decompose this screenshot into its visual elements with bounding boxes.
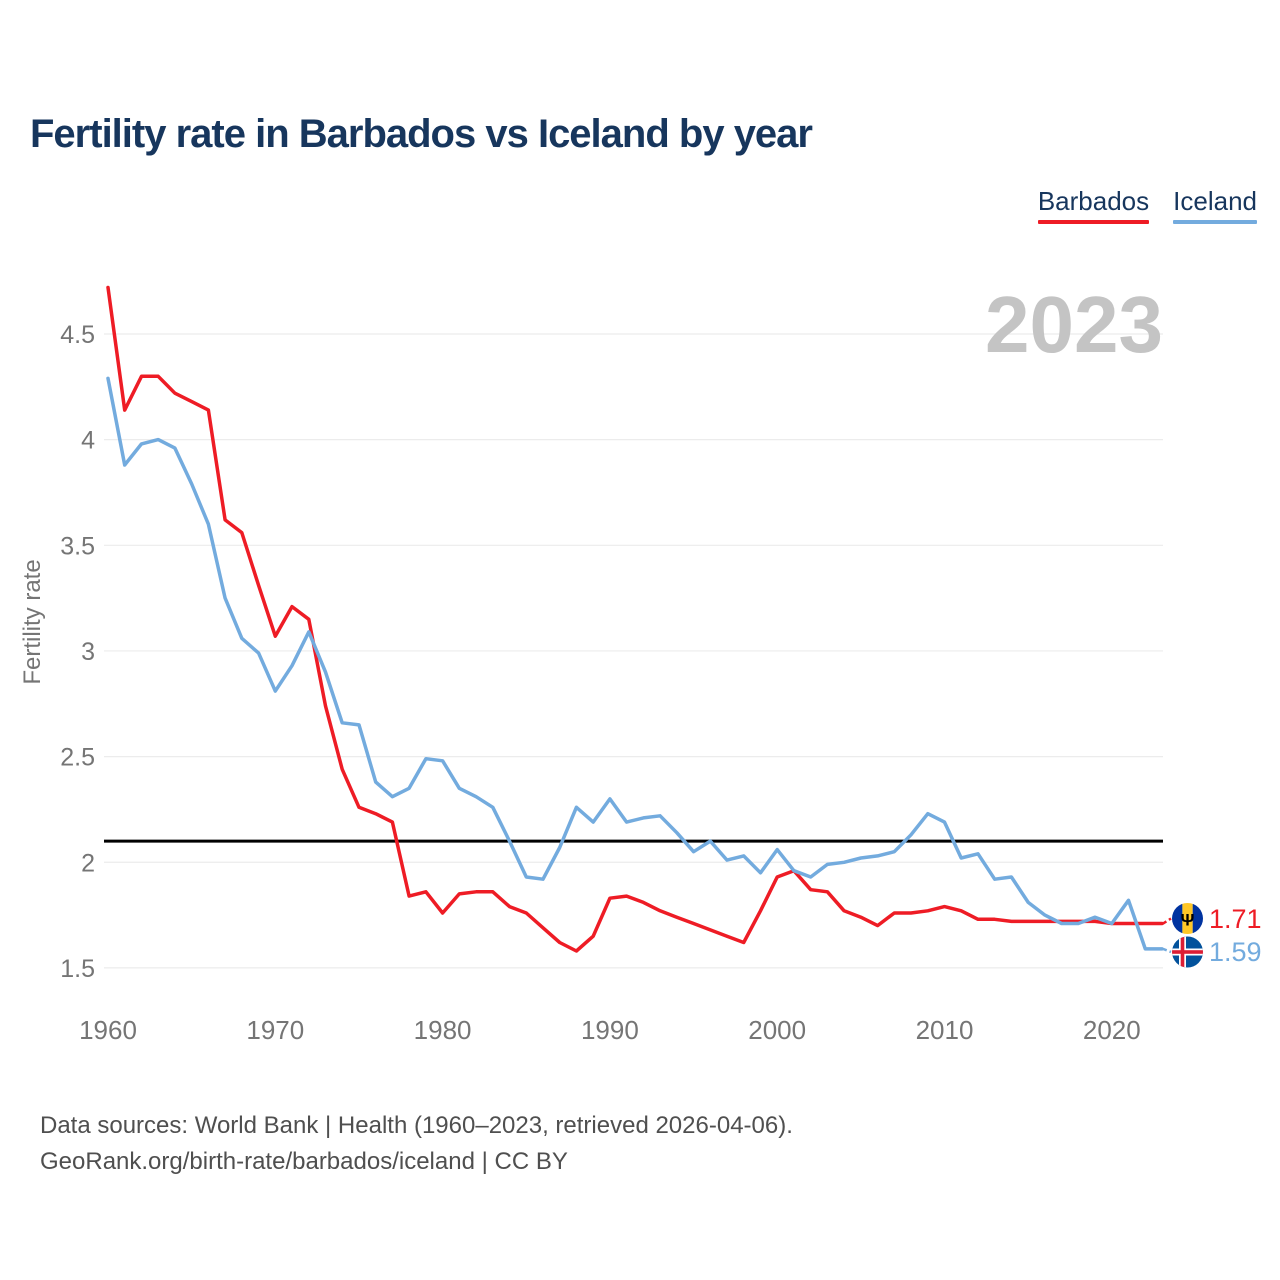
- footer: Data sources: World Bank | Health (1960–…: [40, 1108, 793, 1180]
- x-tick-label: 2000: [748, 1015, 806, 1045]
- end-connector-barbados: [1162, 917, 1172, 925]
- y-tick-label: 4: [81, 427, 95, 455]
- legend-color-bar-barbados: [1037, 220, 1150, 224]
- footer-attribution-line: GeoRank.org/birth-rate/barbados/iceland …: [40, 1148, 568, 1175]
- series-line-iceland[interactable]: [106, 376, 1164, 951]
- y-tick-label: 3.5: [60, 532, 95, 560]
- legend-label-barbados: Barbados: [1037, 186, 1150, 216]
- y-tick-label: 3: [81, 638, 95, 666]
- barbados-flag-icon: Ψ: [1172, 903, 1203, 934]
- y-tick-label: 4.5: [60, 321, 95, 349]
- legend-item-iceland[interactable]: Iceland: [1173, 186, 1257, 224]
- barbados-end-value: 1.71: [1209, 904, 1262, 934]
- x-tick-label: 1960: [79, 1015, 137, 1045]
- axis-labels: 4.5 4 3.5 3 2.5 2 1.5 1960 1970 1980 1990 2000 2010 2…: [60, 321, 1140, 1045]
- page-title: Fertility rate in Barbados vs Iceland by…: [30, 112, 813, 156]
- iceland-flag-icon: [1172, 936, 1203, 968]
- end-label-connectors: [1162, 917, 1172, 954]
- series-line-barbados[interactable]: [106, 285, 1164, 953]
- y-tick-label: 2.5: [60, 744, 95, 772]
- iceland-end-value: 1.59: [1209, 937, 1262, 967]
- x-tick-label: 1980: [414, 1015, 472, 1045]
- barbados-trident-icon: Ψ: [1181, 911, 1195, 930]
- legend-label-iceland: Iceland: [1173, 186, 1257, 216]
- x-tick-label: 1990: [581, 1015, 639, 1045]
- y-tick-label: 2: [81, 849, 95, 877]
- gridlines: [104, 333, 1163, 969]
- x-tick-label: 2020: [1083, 1015, 1141, 1045]
- x-tick-label: 2010: [916, 1015, 974, 1045]
- end-connector-iceland: [1162, 947, 1172, 954]
- legend: Barbados Iceland: [1037, 186, 1257, 224]
- y-axis-title: Fertility rate: [19, 559, 46, 684]
- x-tick-label: 1970: [246, 1015, 304, 1045]
- legend-color-bar-iceland: [1173, 220, 1257, 224]
- series-lines: [106, 285, 1164, 953]
- legend-item-barbados[interactable]: Barbados: [1037, 186, 1150, 224]
- y-tick-label: 1.5: [60, 955, 95, 983]
- watermark-year: 2023: [985, 280, 1163, 369]
- footer-sources-line: Data sources: World Bank | Health (1960–…: [40, 1112, 793, 1139]
